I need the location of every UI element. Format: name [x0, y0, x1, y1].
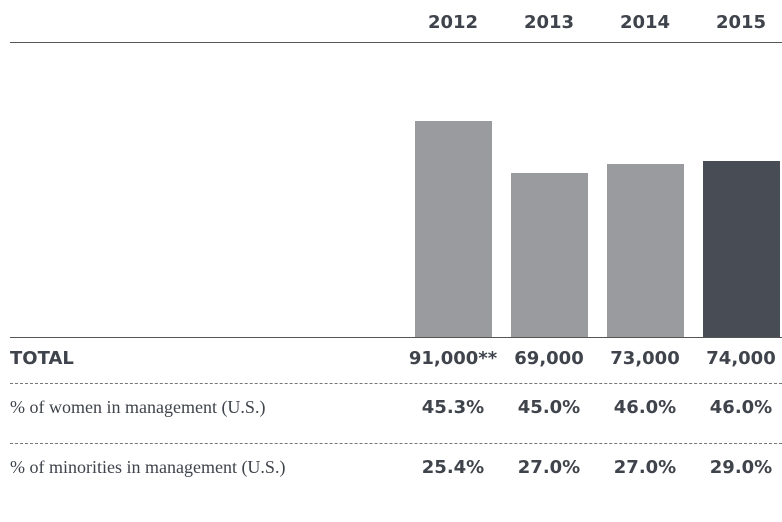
row-label: % of women in management (U.S.) [10, 397, 266, 417]
total-value: 91,000** [408, 348, 498, 369]
row-label: % of minorities in management (U.S.) [10, 457, 286, 477]
cell-value: 27.0% [613, 457, 677, 478]
column-header: 2015 [715, 12, 767, 33]
bar [414, 121, 492, 337]
baseline [10, 337, 782, 338]
bar [510, 173, 588, 337]
bar [702, 161, 780, 337]
cell-value: 45.0% [517, 397, 581, 418]
total-label: TOTAL [10, 348, 74, 369]
cell-value: 29.0% [709, 457, 773, 478]
total-value: 73,000 [610, 348, 680, 369]
cell-value: 27.0% [517, 457, 581, 478]
total-value: 69,000 [514, 348, 584, 369]
column-header: 2014 [619, 12, 671, 33]
bar [606, 163, 684, 337]
cell-value: 46.0% [613, 397, 677, 418]
total-value: 74,000 [706, 348, 776, 369]
column-header: 2013 [523, 12, 575, 33]
row-divider [10, 443, 782, 444]
header-rule [10, 42, 782, 43]
column-header: 2012 [427, 12, 479, 33]
cell-value: 45.3% [421, 397, 485, 418]
cell-value: 25.4% [421, 457, 485, 478]
cell-value: 46.0% [709, 397, 773, 418]
row-divider [10, 383, 782, 384]
